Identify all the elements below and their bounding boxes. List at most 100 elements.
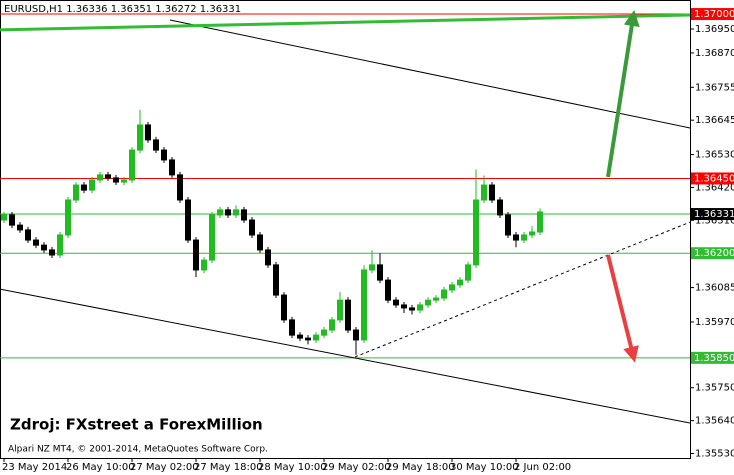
candle-body <box>305 337 311 341</box>
candle-body <box>177 174 183 201</box>
candle-body <box>241 209 247 221</box>
candle-body <box>297 334 303 339</box>
candle-body <box>1 214 7 221</box>
trend-line <box>0 13 691 32</box>
y-tick-label: 1.36755 <box>695 82 734 93</box>
y-tick-label: 1.36310 <box>695 215 734 226</box>
trend-line <box>169 19 691 129</box>
candle-body <box>257 234 263 251</box>
candle-body <box>417 304 423 311</box>
candle-body <box>345 299 351 331</box>
candle-body <box>17 224 23 231</box>
price-level-box <box>691 8 734 21</box>
candle-body <box>497 199 503 216</box>
y-tick-label: 1.36645 <box>695 115 734 126</box>
candle-body <box>105 174 111 179</box>
y-tick-label: 1.36530 <box>695 150 734 161</box>
candle-body <box>473 199 479 266</box>
trend-line <box>0 288 691 424</box>
candle-body <box>57 234 63 256</box>
candle-body <box>49 249 55 256</box>
x-tick-label: 27 May 02:00 <box>130 462 199 473</box>
candle-body <box>129 149 135 181</box>
x-tick-label: 29 May 18:00 <box>386 462 455 473</box>
candle-body <box>145 124 151 141</box>
candle-body <box>185 199 191 241</box>
price-level-box <box>691 172 734 185</box>
candle-body <box>385 279 391 301</box>
candle-body <box>193 239 199 271</box>
candle-body <box>393 299 399 306</box>
candle-body <box>169 159 175 176</box>
candle-body <box>481 184 487 201</box>
candle-body <box>465 264 471 281</box>
candle-body <box>401 304 407 309</box>
candle-body <box>25 229 31 241</box>
candle-body <box>97 174 103 181</box>
candle-body <box>153 139 159 151</box>
x-tick-label: 30 May 10:00 <box>450 462 519 473</box>
candle-body <box>513 234 519 241</box>
x-tick-label: 27 May 18:00 <box>194 462 263 473</box>
price-level-label: 1.36450 <box>694 173 734 184</box>
candle-body <box>113 177 119 183</box>
candle-body <box>89 179 95 191</box>
candle-body <box>329 319 335 331</box>
y-tick-label: 1.36950 <box>695 24 734 35</box>
y-tick-label: 1.35640 <box>695 416 734 427</box>
y-tick-label: 1.36420 <box>695 182 734 193</box>
candle-body <box>489 184 495 201</box>
candle-body <box>425 299 431 306</box>
candle-body <box>233 209 239 216</box>
x-tick-label: 28 May 10:00 <box>258 462 327 473</box>
candle-body <box>217 209 223 216</box>
candle-body <box>361 269 367 341</box>
x-tick-label: 23 May 2014 <box>2 462 67 473</box>
candle-body <box>529 231 535 236</box>
y-tick-label: 1.36870 <box>695 48 734 59</box>
y-tick-label: 1.35970 <box>695 317 734 328</box>
x-tick-label: 26 May 10:00 <box>66 462 135 473</box>
candle-body <box>377 264 383 281</box>
plot-frame <box>0 0 691 459</box>
price-level-box <box>691 351 734 364</box>
chart-title: EURUSD,H1 1.36336 1.36351 1.36272 1.3633… <box>4 4 241 15</box>
candle-body <box>289 319 295 336</box>
candle-body <box>273 264 279 296</box>
copyright: Alpari NZ MT4, © 2001-2014, MetaQuotes S… <box>8 445 268 455</box>
price-level-label: 1.36200 <box>694 248 734 259</box>
candle-body <box>265 249 271 266</box>
source-note: Zdroj: FXstreet a ForexMillion <box>10 416 263 434</box>
x-tick-label: 2 Jun 02:00 <box>514 462 571 473</box>
candle-body <box>73 184 79 201</box>
y-tick-label: 1.35530 <box>695 449 734 460</box>
candle-body <box>369 264 375 271</box>
candle-body <box>353 329 359 341</box>
candle-body <box>313 334 319 341</box>
candle-body <box>449 284 455 291</box>
candle-body <box>433 297 439 301</box>
candle-body <box>457 279 463 286</box>
candle-body <box>537 211 543 233</box>
candle-body <box>281 294 287 321</box>
candle-body <box>209 214 215 261</box>
price-level-label: 1.35850 <box>694 353 734 364</box>
candle-body <box>505 214 511 236</box>
candle-body <box>225 209 231 216</box>
x-tick-label: 29 May 02:00 <box>322 462 391 473</box>
y-tick-label: 1.36085 <box>695 283 734 294</box>
price-level-box <box>691 208 734 221</box>
candle-body <box>337 299 343 321</box>
candle-body <box>81 184 87 191</box>
candle-body <box>121 179 127 183</box>
y-tick-label: 1.35750 <box>695 383 734 394</box>
candle-body <box>65 199 71 236</box>
price-level-box <box>691 247 734 260</box>
candle-body <box>41 244 47 251</box>
candle-body <box>441 289 447 299</box>
candle-body <box>201 259 207 271</box>
candle-body <box>249 219 255 236</box>
candle-body <box>321 329 327 336</box>
trend-line <box>354 221 691 358</box>
